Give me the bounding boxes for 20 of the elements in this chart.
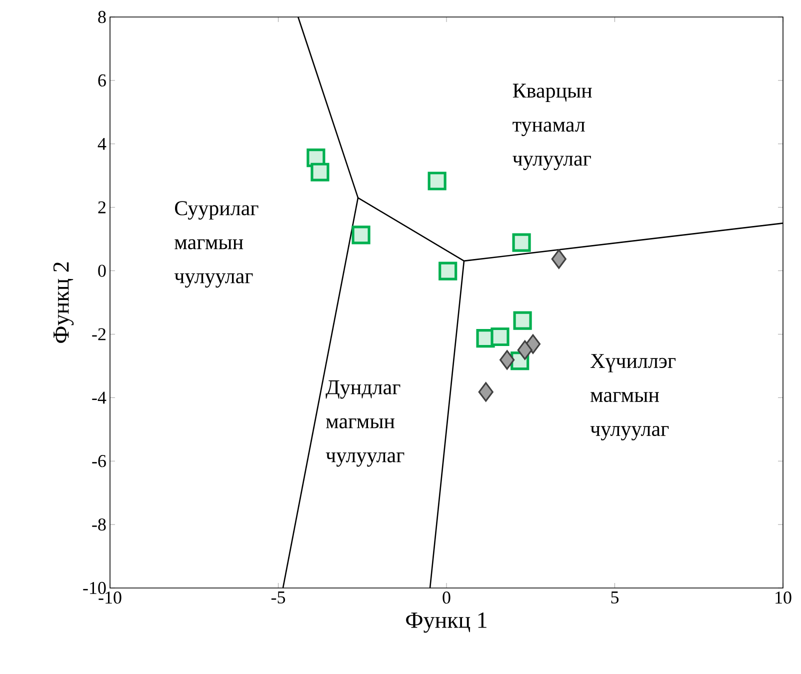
y-tick-label: -8 — [92, 518, 106, 531]
y-axis-title: Функц 2 — [53, 262, 74, 343]
y-tick-label: -2 — [92, 328, 106, 340]
y-tick-label: 6 — [98, 74, 106, 86]
annotation: Дундлаг магмын чулуулаг — [326, 380, 404, 467]
annotation: Кварцын тунамал чулуулаг — [512, 84, 592, 170]
x-tick-label: 10 — [776, 592, 792, 604]
x-axis-title: Функц 1 — [406, 612, 486, 633]
annotation: Суурилаг магмын чулуулаг — [174, 201, 258, 288]
y-tick-label: -6 — [92, 455, 106, 468]
y-tick-label: 8 — [98, 10, 106, 24]
y-tick-label: 4 — [98, 138, 106, 150]
y-tick-label: 0 — [98, 264, 106, 277]
annotation: Хүчиллэг магмын чулуулаг — [590, 354, 676, 440]
y-tick-label: 2 — [98, 201, 106, 214]
x-tick-label: 5 — [611, 592, 619, 604]
x-tick-label: -5 — [271, 592, 286, 604]
y-tick-label: -10 — [83, 582, 106, 594]
x-tick-label: 0 — [442, 592, 450, 604]
y-tick-label: -4 — [92, 392, 106, 404]
